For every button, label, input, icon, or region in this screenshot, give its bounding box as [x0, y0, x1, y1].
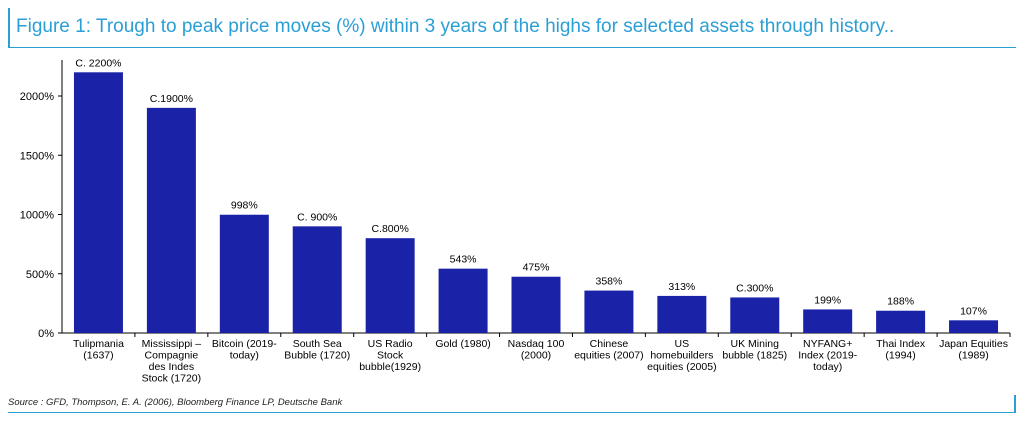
bar	[730, 297, 780, 333]
data-label: C.300%	[736, 282, 773, 294]
x-tick-label-line: (2000)	[521, 350, 551, 362]
x-tick-label-line: bubble (1825)	[722, 350, 787, 362]
data-label: 199%	[814, 294, 841, 306]
right-divider	[1014, 395, 1016, 413]
x-tick-label: Mississippi – Compagnie des Indes Stock (17…	[142, 338, 202, 385]
data-label: C. 900%	[297, 211, 337, 223]
x-tick-label-line: today)	[813, 361, 842, 373]
x-tick-label: Chinese equities (2007)	[574, 338, 643, 362]
x-tick-label: Gold (1980)	[435, 338, 490, 350]
source-note: Source : GFD, Thompson, E. A. (2006), Bl…	[8, 397, 343, 408]
bar	[511, 276, 561, 333]
data-label: C. 2200%	[75, 57, 121, 69]
data-label: C.1900%	[150, 93, 193, 105]
bar	[657, 295, 707, 333]
x-tick-label-line: Compagnie	[145, 350, 199, 362]
x-tick-label-line: Stock (1720)	[142, 373, 202, 385]
x-tick-label-line: today)	[230, 350, 259, 362]
x-tick-label-line: US	[675, 338, 690, 350]
x-tick-label-line: (1637)	[83, 350, 113, 362]
x-tick-label-line: Stock	[377, 350, 404, 362]
data-label: 107%	[960, 305, 987, 317]
bar	[73, 72, 123, 334]
data-label: 188%	[887, 296, 914, 308]
x-tick-label-line: (1989)	[958, 350, 988, 362]
x-tick-label: Thai Index (1994)	[876, 338, 926, 362]
data-label: 998%	[231, 200, 258, 212]
bar	[803, 309, 853, 333]
x-tick-label: Nasdaq 100 (2000)	[508, 338, 565, 362]
x-tick-label-line: Bubble (1720)	[284, 350, 350, 362]
x-tick-label: US Radio Stock bubble(1929)	[359, 338, 421, 373]
bar	[365, 238, 415, 333]
x-tick-label-line: Japan Equities	[939, 338, 1008, 350]
bar	[876, 310, 926, 333]
x-tick-label: Bitcoin (2019-today)	[212, 338, 277, 362]
title-divider	[8, 47, 1016, 48]
data-label: C.800%	[371, 223, 408, 235]
y-tick-label: 0%	[38, 328, 54, 340]
bar	[438, 268, 488, 333]
x-tick-label-line: Chinese	[590, 338, 629, 350]
x-tick-label: Japan Equities (1989)	[939, 338, 1008, 362]
y-tick-label: 2000%	[20, 91, 54, 103]
x-tick-label-line: (1994)	[885, 350, 915, 362]
x-tick-label: UK Mining bubble (1825)	[722, 338, 787, 362]
x-tick-label-line: homebuilders	[650, 350, 713, 362]
bar	[292, 226, 342, 333]
x-tick-label-line: equities (2005)	[647, 361, 716, 373]
data-label: 543%	[450, 254, 477, 266]
y-tick-label: 500%	[26, 269, 54, 281]
bar	[949, 320, 999, 333]
bar	[584, 290, 634, 333]
x-tick-label-line: UK Mining	[731, 338, 780, 350]
x-tick-label-line: Tulipmania	[73, 338, 124, 350]
data-label: 358%	[595, 276, 622, 288]
x-tick-label-line: Nasdaq 100	[508, 338, 565, 350]
x-tick-label: US homebuilders equities (2005)	[647, 338, 716, 373]
x-tick-label: Tulipmania (1637)	[73, 338, 124, 362]
x-tick-label: South Sea Bubble (1720)	[284, 338, 350, 362]
x-tick-label-line: des Indes	[149, 361, 195, 373]
x-tick-label-line: Thai Index	[876, 338, 926, 350]
data-label: 475%	[523, 262, 550, 274]
x-tick-label-line: Index (2019-	[798, 350, 857, 362]
x-tick-label-line: South Sea	[293, 338, 342, 350]
title-bar: Figure 1: Trough to peak price moves (%)…	[8, 8, 1018, 48]
x-tick-label-line: Mississippi –	[142, 338, 202, 350]
x-tick-label-line: NYFANG+	[803, 338, 852, 350]
bar	[146, 107, 196, 333]
x-tick-label-line: US Radio	[368, 338, 413, 350]
bar	[219, 214, 269, 333]
y-tick-label: 1000%	[20, 210, 54, 222]
x-tick-label-line: Bitcoin (2019-	[212, 338, 277, 350]
x-tick-label-line: equities (2007)	[574, 350, 643, 362]
y-tick-label: 1500%	[20, 150, 54, 162]
data-label: 313%	[668, 281, 695, 293]
x-tick-label-line: bubble(1929)	[359, 361, 421, 373]
bar-chart: 0%500%1000%1500%2000%C. 2200%Tulipmania(…	[20, 57, 1011, 385]
bottom-divider	[8, 412, 1016, 413]
x-tick-label: NYFANG+ Index (2019-today)	[798, 338, 857, 373]
x-tick-label-line: Gold (1980)	[435, 338, 490, 350]
figure-title: Figure 1: Trough to peak price moves (%)…	[16, 16, 895, 37]
